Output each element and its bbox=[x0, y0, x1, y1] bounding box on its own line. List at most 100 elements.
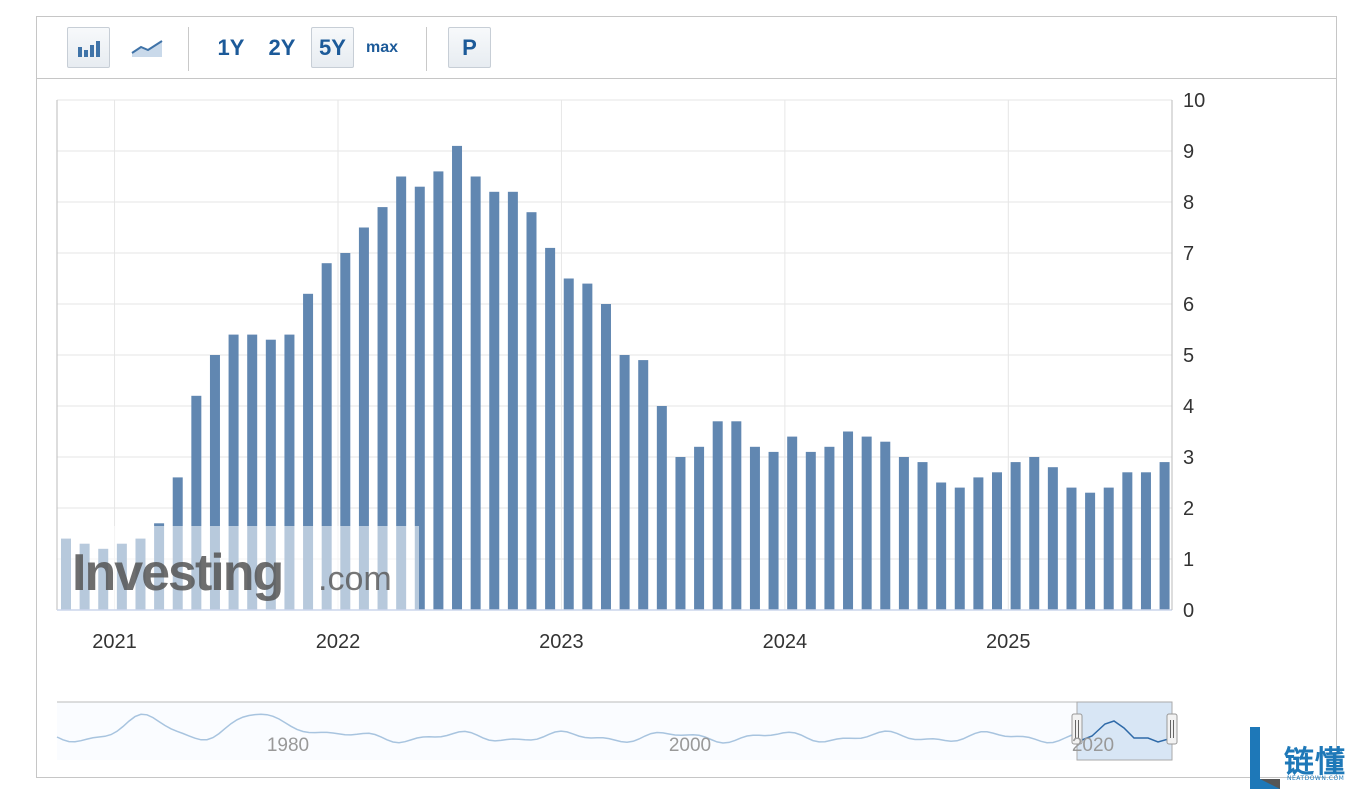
bar-2024-06[interactable] bbox=[880, 441, 891, 610]
range-2y-button[interactable]: 2Y bbox=[268, 34, 296, 60]
navigator-left-handle[interactable] bbox=[1071, 713, 1083, 745]
bar-2025-07[interactable] bbox=[1122, 472, 1133, 610]
bar-2023-10[interactable] bbox=[731, 421, 742, 610]
navigator-history-line bbox=[56, 713, 1078, 744]
chart-frame: 1Y 2Y 5Y max P bbox=[36, 16, 1337, 778]
p-button[interactable]: P bbox=[448, 27, 491, 68]
navigator-year-label: 2000 bbox=[669, 735, 711, 756]
range-max-button[interactable]: max bbox=[365, 38, 399, 56]
bar-2023-01[interactable] bbox=[563, 278, 574, 611]
bar-2024-08[interactable] bbox=[917, 462, 928, 610]
y-tick-label: 0 bbox=[1183, 600, 1194, 622]
watermark-backdrop bbox=[57, 526, 419, 610]
bar-2022-02[interactable] bbox=[358, 227, 369, 611]
bar-2022-04[interactable] bbox=[396, 176, 407, 611]
y-tick-label: 2 bbox=[1183, 498, 1194, 520]
navigator-year-label: 2020 bbox=[1072, 735, 1114, 756]
logo-chinese-text: 链懂 bbox=[1284, 745, 1346, 780]
bar-2022-08[interactable] bbox=[470, 176, 481, 611]
bar-2023-07[interactable] bbox=[675, 457, 686, 610]
bar-2022-05[interactable] bbox=[414, 186, 425, 610]
bar-2022-07[interactable] bbox=[452, 145, 463, 610]
bar-2024-05[interactable] bbox=[861, 436, 872, 610]
bar-2023-03[interactable] bbox=[600, 304, 611, 610]
x-tick-label: 2025 bbox=[986, 631, 1031, 653]
navigator-selected-line bbox=[1076, 720, 1173, 743]
y-tick-label: 9 bbox=[1183, 141, 1194, 163]
range-navigator[interactable]: 1980 2000 2020 bbox=[56, 701, 1178, 761]
bar-2025-09[interactable] bbox=[1159, 462, 1170, 610]
bar-2025-06[interactable] bbox=[1103, 487, 1114, 610]
y-tick-label: 7 bbox=[1183, 243, 1194, 265]
bar-2023-11[interactable] bbox=[749, 446, 760, 610]
bar-2021-09[interactable] bbox=[265, 339, 276, 610]
toolbar-separator bbox=[188, 27, 189, 71]
y-tick-label: 4 bbox=[1183, 396, 1194, 418]
bar-2022-03[interactable] bbox=[377, 207, 388, 610]
bar-2022-01[interactable] bbox=[340, 253, 351, 610]
bar-2023-06[interactable] bbox=[656, 406, 667, 610]
bar-2025-01[interactable] bbox=[1010, 462, 1021, 610]
bar-2024-02[interactable] bbox=[805, 451, 816, 610]
bar-2025-05[interactable] bbox=[1085, 492, 1096, 610]
bar-2022-10[interactable] bbox=[507, 191, 518, 611]
chart-toolbar: 1Y 2Y 5Y max P bbox=[37, 17, 1336, 79]
bar-2023-02[interactable] bbox=[582, 283, 593, 610]
investing-watermark: Investing .com bbox=[57, 526, 419, 610]
bar-2024-03[interactable] bbox=[824, 446, 835, 610]
bar-2023-12[interactable] bbox=[768, 451, 779, 610]
y-tick-label: 1 bbox=[1183, 549, 1194, 571]
bar-2024-11[interactable] bbox=[973, 477, 984, 610]
bar-2021-06[interactable] bbox=[209, 355, 220, 610]
navigator-right-handle[interactable] bbox=[1166, 713, 1178, 745]
x-tick-label: 2022 bbox=[316, 631, 361, 653]
bar-2024-01[interactable] bbox=[787, 436, 798, 610]
bar-2024-04[interactable] bbox=[843, 431, 854, 611]
bar-2021-05[interactable] bbox=[191, 395, 202, 610]
bar-2023-09[interactable] bbox=[712, 421, 723, 610]
bar-2022-09[interactable] bbox=[489, 191, 500, 611]
line-chart-icon bbox=[130, 39, 163, 57]
chart-axes: 0 1 2 3 4 5 6 7 8 9 10 2021 2022 2023 2024 2025 bbox=[56, 90, 1205, 653]
logo-mark-icon bbox=[1250, 727, 1280, 789]
bar-2024-09[interactable] bbox=[936, 482, 947, 611]
toolbar-separator bbox=[426, 27, 427, 71]
watermark-brand: Investing bbox=[72, 544, 282, 602]
bar-2024-07[interactable] bbox=[898, 457, 909, 610]
bar-2023-08[interactable] bbox=[694, 446, 705, 610]
y-tick-label: 10 bbox=[1183, 90, 1205, 112]
bar-2023-04[interactable] bbox=[619, 355, 630, 610]
navigator-year-label: 1980 bbox=[267, 735, 309, 756]
bar-2025-04[interactable] bbox=[1066, 487, 1077, 610]
bar-2025-03[interactable] bbox=[1047, 467, 1058, 610]
range-1y-button[interactable]: 1Y bbox=[217, 34, 245, 60]
bar-2022-06[interactable] bbox=[433, 171, 444, 610]
bar-2021-11[interactable] bbox=[303, 293, 314, 610]
bar-2022-12[interactable] bbox=[545, 247, 556, 610]
y-tick-label: 6 bbox=[1183, 294, 1194, 316]
bar-2025-08[interactable] bbox=[1140, 472, 1151, 610]
navigator-selection[interactable] bbox=[1076, 701, 1173, 761]
y-tick-label: 3 bbox=[1183, 447, 1194, 469]
bar-2025-02[interactable] bbox=[1029, 457, 1040, 610]
neatdown-logo: 链懂 NEATDOWN.COM bbox=[1244, 723, 1356, 793]
range-5y-button[interactable]: 5Y bbox=[311, 27, 354, 68]
line-chart-button[interactable] bbox=[125, 27, 168, 68]
bar-2021-08[interactable] bbox=[247, 334, 258, 610]
x-tick-label: 2023 bbox=[539, 631, 584, 653]
x-tick-label: 2024 bbox=[763, 631, 808, 653]
logo-english-text: NEATDOWN.COM bbox=[1287, 775, 1345, 782]
bar-2021-10[interactable] bbox=[284, 334, 295, 610]
bar-2024-12[interactable] bbox=[992, 472, 1002, 610]
bar-2024-10[interactable] bbox=[954, 487, 965, 610]
bar-chart-button[interactable] bbox=[67, 27, 110, 68]
y-tick-label: 8 bbox=[1183, 192, 1194, 214]
bar-2021-07[interactable] bbox=[228, 334, 239, 610]
bar-2022-11[interactable] bbox=[526, 212, 537, 610]
bar-2021-12[interactable] bbox=[321, 263, 332, 610]
y-tick-label: 5 bbox=[1183, 345, 1194, 367]
watermark-suffix: .com bbox=[318, 560, 392, 598]
x-tick-label: 2021 bbox=[92, 631, 137, 653]
bar-2023-05[interactable] bbox=[638, 360, 649, 610]
